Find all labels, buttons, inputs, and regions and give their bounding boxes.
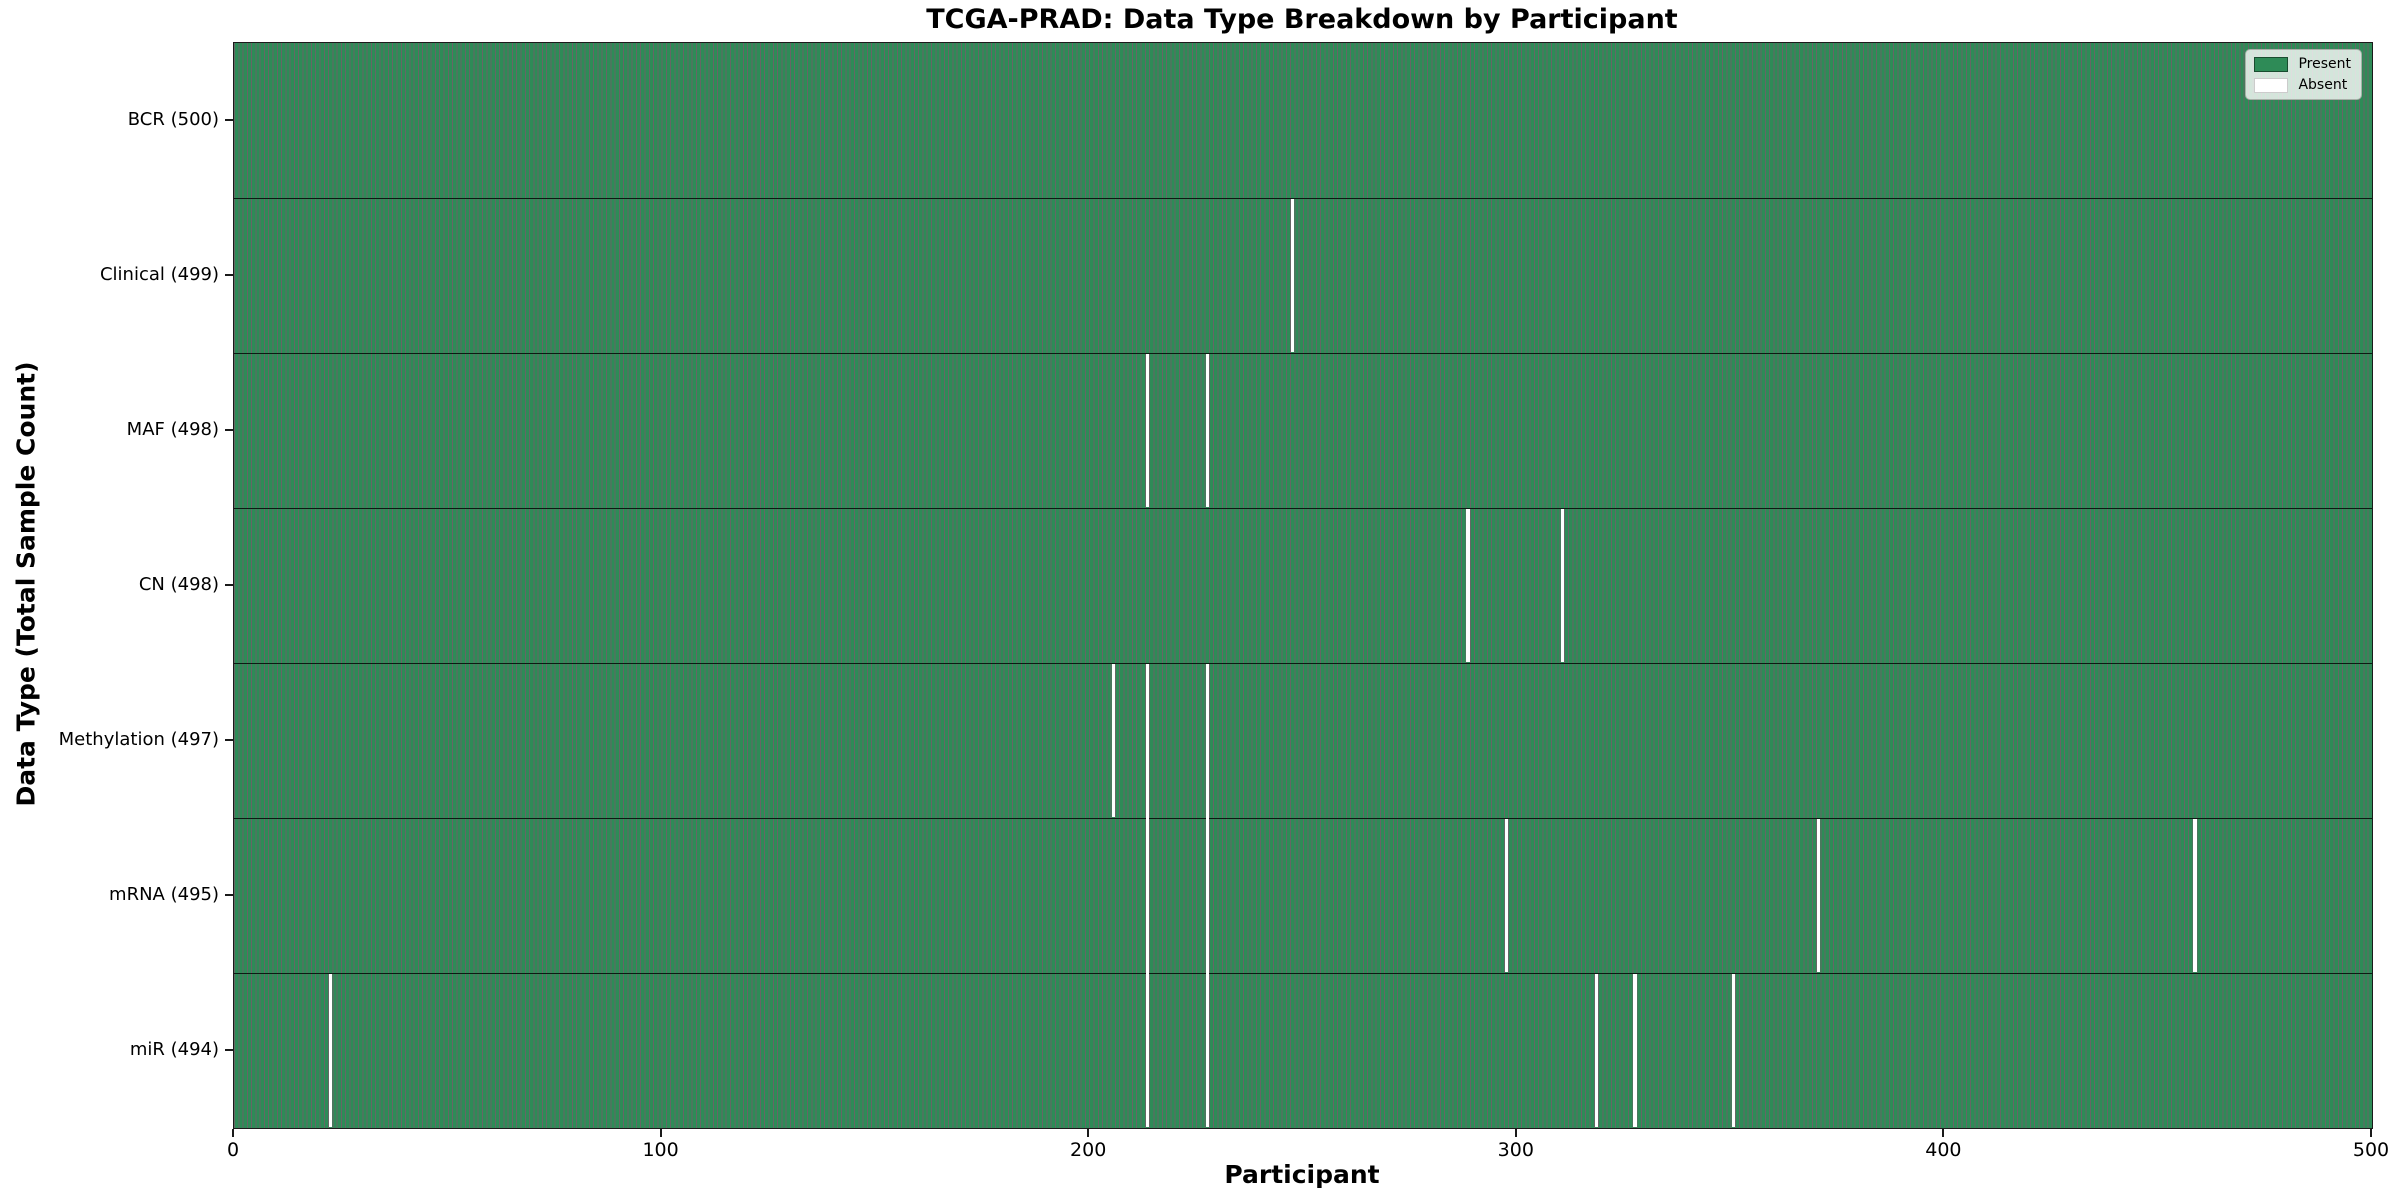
x-tick-mark [232, 1129, 234, 1137]
bar-row-mRNA [234, 818, 2372, 973]
legend-label-present: Present [2298, 56, 2351, 72]
absent-gap-miR-327 [1633, 974, 1637, 1127]
y-tick-label-mRNA: mRNA (495) [109, 883, 219, 905]
absent-gap-MAF-227 [1205, 354, 1209, 507]
y-tick-label-BCR: BCR (500) [127, 108, 219, 130]
absent-gap-miR-213 [1145, 972, 1150, 1127]
bar-row-BCR [234, 43, 2372, 198]
absent-gap-mRNA-213 [1145, 817, 1150, 974]
x-tick-label-400: 400 [1925, 1139, 1962, 1161]
absent-gap-CN-288 [1466, 509, 1470, 662]
legend-label-absent: Absent [2298, 77, 2348, 93]
x-tick-label-500: 500 [2352, 1139, 2390, 1161]
absent-gap-Methylation-213 [1145, 664, 1150, 819]
absent-gap-Methylation-227 [1205, 664, 1209, 819]
bar-row-CN [234, 508, 2372, 663]
y-tick-label-MAF: MAF (498) [126, 418, 219, 440]
y-tick-mark [225, 273, 233, 276]
y-tick-mark [225, 583, 233, 586]
absent-gap-miR-22 [329, 974, 333, 1127]
row-separator [234, 352, 2372, 354]
row-separator [234, 507, 2372, 509]
x-tick-label-300: 300 [1497, 1139, 1534, 1161]
absent-gap-MAF-213 [1145, 354, 1150, 507]
legend: Present Absent [2245, 49, 2362, 100]
absent-gap-miR-350 [1731, 974, 1735, 1127]
x-tick-label-100: 100 [642, 1139, 679, 1161]
row-separator [234, 662, 2372, 664]
bar-row-miR [234, 973, 2372, 1128]
absent-gap-Clinical-247 [1291, 199, 1295, 352]
plot-area [233, 42, 2373, 1129]
y-tick-mark [225, 118, 233, 121]
row-separator [234, 817, 2372, 819]
chart-title: TCGA-PRAD: Data Type Breakdown by Partic… [926, 4, 1678, 35]
present-swatch-icon [2254, 56, 2289, 72]
y-tick-label-Clinical: Clinical (499) [99, 263, 219, 285]
bar-row-Clinical [234, 198, 2372, 353]
x-tick-label-200: 200 [1070, 1139, 1107, 1161]
absent-gap-Methylation-205 [1111, 664, 1115, 817]
absent-gap-mRNA-370 [1817, 819, 1821, 972]
absent-gap-CN-310 [1560, 509, 1564, 662]
absent-gap-mRNA-227 [1205, 817, 1209, 974]
y-tick-mark [225, 738, 233, 741]
bar-row-Methylation [234, 663, 2372, 818]
y-tick-label-Methylation: Methylation (497) [58, 728, 219, 750]
row-separator [234, 972, 2372, 974]
x-tick-mark [1942, 1129, 1945, 1137]
y-tick-label-CN: CN (498) [138, 573, 219, 595]
absent-swatch-icon [2254, 77, 2289, 93]
y-tick-label-miR: miR (494) [129, 1038, 219, 1060]
x-tick-mark [659, 1129, 662, 1137]
y-tick-mark [225, 893, 233, 896]
row-separator [234, 197, 2372, 199]
absent-gap-mRNA-297 [1504, 819, 1509, 972]
legend-item-absent: Absent [2254, 77, 2351, 93]
y-tick-mark [225, 428, 233, 431]
x-tick-mark [2370, 1129, 2372, 1137]
x-tick-label-0: 0 [226, 1139, 240, 1161]
x-tick-mark [1514, 1129, 1517, 1137]
y-tick-mark [225, 1048, 233, 1051]
x-tick-mark [1087, 1129, 1090, 1137]
absent-gap-mRNA-458 [2193, 819, 2197, 972]
absent-gap-miR-227 [1205, 972, 1209, 1127]
bar-row-MAF [234, 353, 2372, 508]
x-axis-label: Participant [1224, 1160, 1380, 1189]
legend-item-present: Present [2254, 56, 2351, 72]
absent-gap-miR-318 [1594, 974, 1599, 1127]
